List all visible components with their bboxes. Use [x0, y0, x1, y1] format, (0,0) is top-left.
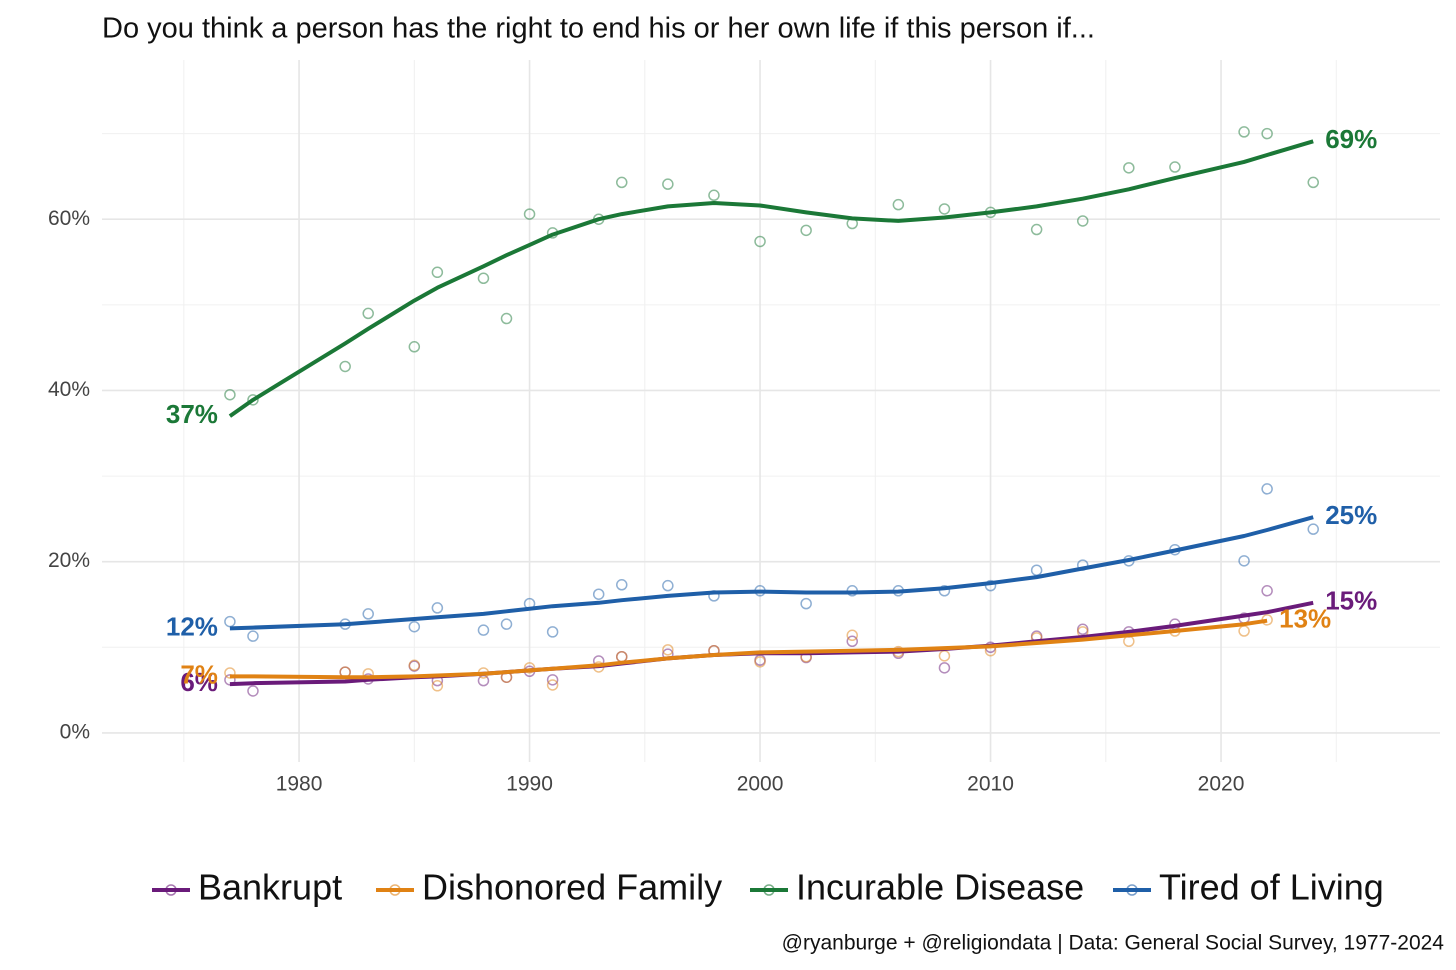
legend-swatch: [1126, 884, 1138, 896]
data-point: [616, 579, 628, 591]
data-point: [431, 680, 444, 692]
data-point: [1261, 127, 1273, 140]
data-point: [408, 620, 421, 633]
data-point: [1030, 223, 1043, 236]
x-tick-label: 2020: [1198, 773, 1245, 796]
data-point: [1307, 176, 1319, 189]
data-point: [1076, 215, 1089, 227]
data-point: [247, 630, 259, 642]
data-point: [616, 176, 628, 189]
data-point: [224, 388, 236, 401]
trend-line: [228, 139, 1314, 418]
end-label: 69%: [1325, 124, 1377, 154]
trend-line: [229, 618, 1268, 680]
legend-swatch: [389, 884, 401, 896]
data-point: [662, 178, 674, 190]
data-point: [846, 635, 858, 648]
data-point: [938, 585, 951, 597]
data-point: [800, 224, 812, 237]
data-point: [1238, 555, 1250, 567]
data-point: [1261, 483, 1273, 495]
data-point: [892, 198, 905, 211]
x-tick-label: 1990: [506, 773, 553, 796]
y-tick-label: 60%: [48, 207, 90, 230]
data-point: [546, 674, 559, 686]
data-point: [546, 626, 559, 638]
data-point: [1261, 585, 1273, 597]
end-label: 25%: [1325, 500, 1377, 530]
caption: @ryanburge + @religiondata | Data: Gener…: [782, 932, 1445, 955]
data-point: [523, 208, 536, 220]
data-point: [800, 597, 812, 610]
data-point: [362, 307, 374, 320]
data-point: [1169, 161, 1181, 173]
data-point: [754, 235, 766, 248]
trend-line: [229, 515, 1314, 631]
legend-label: Dishonored Family: [422, 867, 722, 908]
data-point: [523, 662, 536, 674]
chart-title: Do you think a person has the right to e…: [102, 13, 1095, 45]
data-point: [662, 579, 674, 592]
end-label: 37%: [166, 399, 218, 429]
legend-label: Tired of Living: [1159, 867, 1384, 908]
data-point: [846, 629, 858, 642]
data-point: [1238, 126, 1250, 138]
data-point: [408, 341, 421, 353]
data-point: [546, 679, 559, 691]
end-label: 7%: [180, 659, 218, 689]
data-point: [431, 266, 444, 279]
end-label: 12%: [166, 611, 218, 641]
data-point: [592, 588, 605, 600]
end-label: 13%: [1279, 604, 1331, 634]
data-point: [500, 312, 513, 325]
x-tick-label: 2010: [967, 773, 1014, 796]
data-point: [754, 656, 766, 668]
x-tick-label: 1980: [276, 773, 323, 796]
y-tick-label: 20%: [48, 549, 90, 572]
data-point: [1307, 523, 1319, 535]
data-point: [362, 608, 374, 620]
data-point: [1123, 162, 1135, 174]
data-point: [247, 685, 259, 697]
data-point: [662, 644, 674, 656]
data-point: [708, 189, 720, 202]
legend-label: Bankrupt: [198, 867, 342, 908]
data-point: [938, 662, 951, 674]
y-tick-label: 40%: [48, 378, 90, 401]
end-label: 6%: [180, 667, 218, 697]
data-point: [500, 618, 513, 630]
data-point: [339, 360, 351, 373]
legend-label: Incurable Disease: [796, 867, 1084, 908]
data-point: [408, 659, 421, 672]
data-point: [938, 203, 951, 215]
data-point: [247, 394, 259, 406]
y-tick-label: 0%: [60, 720, 90, 743]
end-label: 15%: [1325, 586, 1377, 616]
legend-swatch: [763, 884, 775, 896]
data-point: [477, 624, 490, 636]
legend-swatch: [165, 884, 177, 896]
data-point: [431, 602, 444, 614]
x-tick-label: 2000: [737, 773, 784, 796]
data-point: [477, 272, 490, 285]
